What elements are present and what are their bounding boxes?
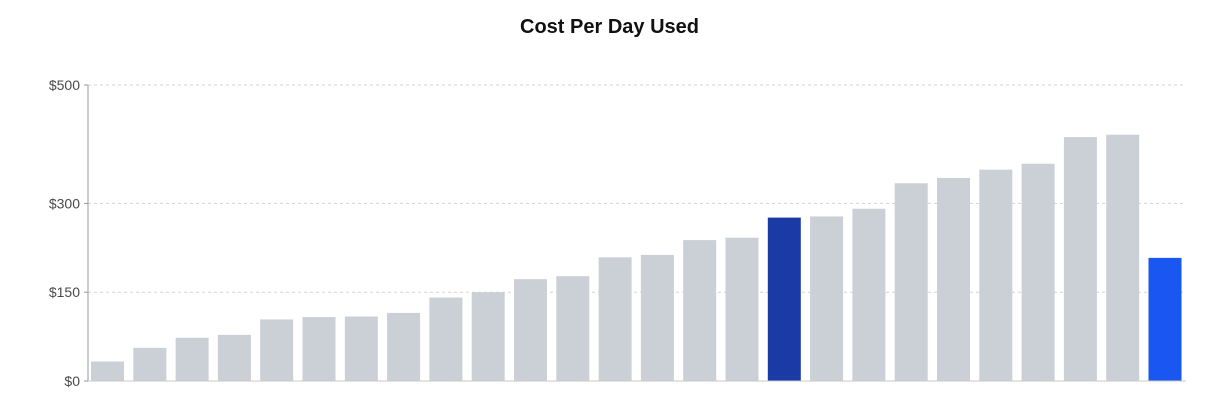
- bar[interactable]: [1106, 134, 1140, 381]
- bar[interactable]: [133, 347, 167, 381]
- y-tick-label: $0: [64, 373, 80, 389]
- bar[interactable]: [598, 257, 632, 381]
- y-tick-label: $500: [49, 77, 80, 93]
- bar[interactable]: [1021, 163, 1055, 381]
- gridlines: [88, 84, 1186, 293]
- bar[interactable]: [1063, 137, 1097, 381]
- bars: [91, 134, 1182, 381]
- y-tick-label: $300: [49, 195, 80, 211]
- bar[interactable]: [260, 319, 294, 381]
- bar[interactable]: [725, 237, 759, 381]
- bar[interactable]: [852, 208, 886, 381]
- bar[interactable]: [894, 183, 928, 381]
- bar[interactable]: [556, 276, 590, 381]
- bar[interactable]: [767, 217, 801, 381]
- bar[interactable]: [810, 216, 844, 381]
- chart-title: Cost Per Day Used: [520, 16, 699, 38]
- bar[interactable]: [387, 312, 421, 381]
- bar[interactable]: [429, 297, 463, 381]
- bar[interactable]: [1148, 257, 1182, 381]
- bar[interactable]: [683, 240, 717, 381]
- bar[interactable]: [217, 334, 251, 381]
- bar[interactable]: [640, 254, 674, 381]
- y-tick-labels: $0 $150 $300 $500: [49, 77, 80, 389]
- y-tick-label: $150: [49, 284, 80, 300]
- axes: [84, 84, 1186, 382]
- bar[interactable]: [979, 169, 1013, 381]
- bar[interactable]: [514, 279, 547, 381]
- bar[interactable]: [471, 292, 505, 381]
- bar[interactable]: [937, 177, 970, 381]
- bar[interactable]: [344, 316, 378, 381]
- bar[interactable]: [175, 337, 209, 381]
- bar[interactable]: [91, 361, 124, 381]
- bar[interactable]: [302, 317, 336, 381]
